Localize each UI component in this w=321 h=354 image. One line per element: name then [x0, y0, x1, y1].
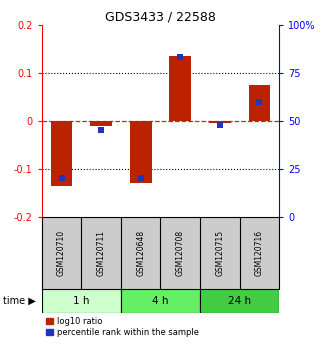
- Bar: [200, 289, 279, 313]
- Bar: [169, 56, 191, 121]
- Text: GSM120708: GSM120708: [176, 230, 185, 276]
- Bar: [209, 121, 231, 123]
- Bar: [130, 121, 152, 183]
- Text: 1 h: 1 h: [73, 296, 90, 306]
- Text: GSM120648: GSM120648: [136, 230, 145, 276]
- Bar: [51, 121, 73, 185]
- Text: GSM120715: GSM120715: [215, 230, 224, 276]
- Text: GSM120716: GSM120716: [255, 230, 264, 276]
- Text: GSM120710: GSM120710: [57, 230, 66, 276]
- Text: 4 h: 4 h: [152, 296, 169, 306]
- Bar: [42, 289, 121, 313]
- Text: GSM120711: GSM120711: [97, 230, 106, 276]
- Bar: [248, 85, 270, 121]
- Bar: [90, 121, 112, 126]
- Title: GDS3433 / 22588: GDS3433 / 22588: [105, 11, 216, 24]
- Bar: [121, 289, 200, 313]
- Text: time ▶: time ▶: [3, 296, 36, 306]
- Legend: log10 ratio, percentile rank within the sample: log10 ratio, percentile rank within the …: [46, 317, 199, 337]
- Text: 24 h: 24 h: [228, 296, 251, 306]
